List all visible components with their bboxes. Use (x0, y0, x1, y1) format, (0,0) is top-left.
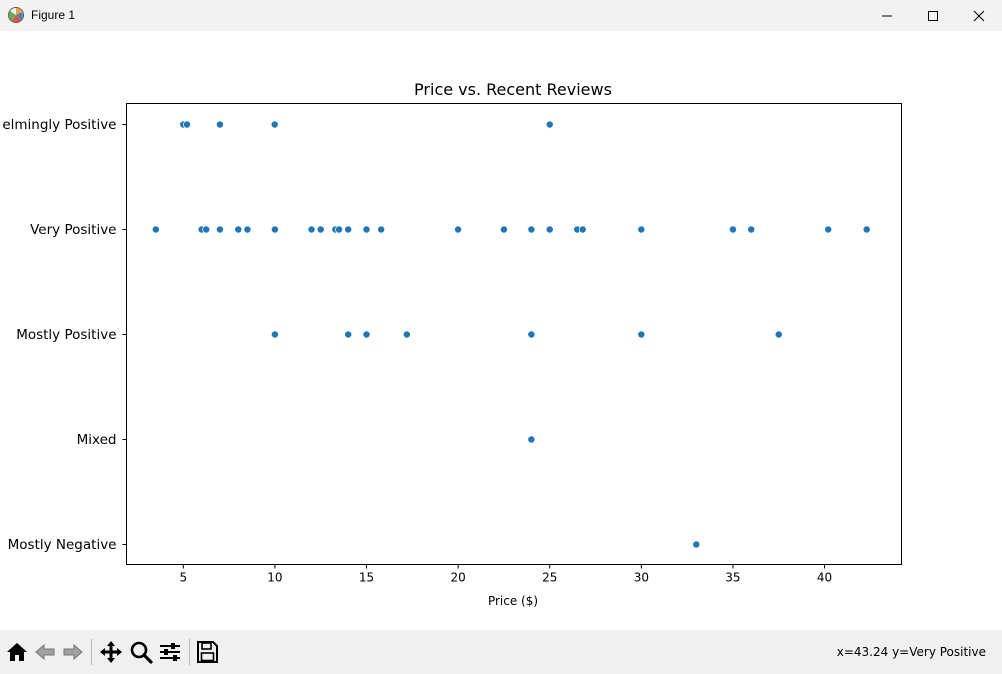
scatter-point (747, 225, 756, 234)
scatter-point (527, 225, 536, 234)
scatter-point (362, 330, 371, 339)
maximize-icon (928, 11, 938, 21)
scatter-point (377, 225, 386, 234)
scatter-chart: Price vs. Recent Reviews 5 10 15 20 25 30 35 40… (2, 80, 902, 608)
scatter-point (637, 330, 646, 339)
scatter-point (270, 330, 279, 339)
forward-button[interactable] (60, 639, 86, 665)
scatter-point (316, 225, 325, 234)
scatter-point (270, 120, 279, 129)
scatter-point (234, 225, 243, 234)
plot-frame (126, 103, 902, 565)
scatter-point (545, 225, 554, 234)
scatter-point (344, 330, 353, 339)
scatter-point (335, 225, 343, 234)
title-bar: Figure 1 (0, 0, 1002, 32)
window-title: Figure 1 (31, 8, 76, 22)
x-tick-label: 35 (725, 571, 740, 585)
scatter-point (344, 225, 353, 234)
maximize-button[interactable] (910, 0, 956, 31)
scatter-point (692, 540, 701, 549)
scatter-point (578, 225, 587, 234)
home-icon (7, 643, 27, 661)
x-axis-ticks: 5 10 15 20 25 30 35 40 (179, 564, 832, 585)
scatter-point (243, 225, 252, 234)
figure-canvas[interactable]: Price vs. Recent Reviews 5 10 15 20 25 30 35 40… (0, 31, 1002, 630)
chart-title: Price vs. Recent Reviews (414, 80, 612, 99)
scatter-point (637, 225, 646, 234)
y-tick-label: elmingly Positive (2, 117, 116, 133)
configure-subplots-icon (160, 643, 180, 661)
scatter-point (362, 225, 371, 234)
scatter-point (499, 225, 508, 234)
back-arrow-icon (35, 643, 55, 661)
scatter-point (527, 330, 536, 339)
x-tick-label: 20 (450, 571, 465, 585)
scatter-point (824, 225, 833, 234)
navigation-toolbar: x=43.24 y=Very Positive (0, 630, 1002, 674)
matplotlib-icon[interactable] (7, 6, 25, 24)
scatter-point (402, 330, 411, 339)
minimize-button[interactable] (864, 0, 910, 31)
scatter-point (215, 225, 224, 234)
scatter-point (270, 225, 279, 234)
save-floppy-icon (197, 641, 218, 663)
x-tick-label: 5 (179, 571, 187, 585)
back-button[interactable] (32, 639, 58, 665)
scatter-point (307, 225, 316, 234)
forward-arrow-icon (63, 643, 83, 661)
scatter-point (202, 225, 211, 234)
toolbar-separator (189, 639, 190, 665)
scatter-point (454, 225, 463, 234)
x-tick-label: 40 (817, 571, 832, 585)
scatter-point (862, 225, 871, 234)
scatter-point (183, 120, 191, 129)
toolbar-separator (91, 639, 92, 665)
zoom-magnifier-icon (130, 641, 153, 664)
points-layer (151, 120, 871, 549)
close-button[interactable] (956, 0, 1002, 31)
cursor-coordinates: x=43.24 y=Very Positive (836, 645, 986, 659)
close-icon (973, 10, 985, 22)
zoom-button[interactable] (128, 639, 154, 665)
x-tick-label: 25 (542, 571, 557, 585)
x-axis-label: Price ($) (488, 594, 538, 608)
x-tick-label: 30 (634, 571, 649, 585)
minimize-icon (882, 15, 892, 17)
y-tick-label: Mostly Negative (8, 537, 117, 553)
scatter-point (151, 225, 160, 234)
scatter-point (545, 120, 554, 129)
save-button[interactable] (194, 639, 220, 665)
y-tick-label: Very Positive (30, 222, 116, 238)
pan-move-icon (100, 641, 122, 663)
x-tick-label: 10 (267, 571, 282, 585)
y-tick-label: Mostly Positive (16, 327, 116, 343)
x-tick-label: 15 (359, 571, 374, 585)
configure-subplots-button[interactable] (157, 639, 183, 665)
pan-button[interactable] (98, 639, 124, 665)
scatter-point (527, 435, 536, 444)
scatter-point (215, 120, 224, 129)
scatter-point (774, 330, 783, 339)
y-axis-ticks: elmingly Positive Very Positive Mostly Pos… (2, 117, 127, 553)
y-tick-label: Mixed (77, 432, 117, 448)
home-button[interactable] (4, 639, 30, 665)
scatter-point (728, 225, 737, 234)
